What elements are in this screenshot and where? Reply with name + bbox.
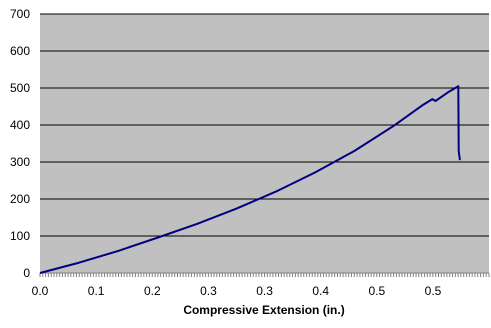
x-tick-label: 0.4 <box>312 284 329 298</box>
x-tick-label: 0.3 <box>200 284 217 298</box>
y-tick-label: 0 <box>23 266 30 280</box>
y-tick-label: 300 <box>10 155 30 169</box>
series-layer <box>39 85 461 274</box>
y-tick-label: 400 <box>10 118 30 132</box>
x-axis-ticks <box>39 272 490 277</box>
x-tick-label: 0.1 <box>88 284 105 298</box>
x-tick-label: 0.0 <box>32 284 49 298</box>
y-tick-label: 600 <box>10 44 30 58</box>
y-tick-label: 700 <box>10 7 30 21</box>
y-tick-label: 200 <box>10 192 30 206</box>
gridlines <box>40 13 489 237</box>
x-axis-tick-labels: 0.0 0.1 0.2 0.3 0.3 0.4 0.5 0.5 <box>32 284 442 298</box>
x-tick-label: 0.5 <box>369 284 386 298</box>
x-axis-title: Compressive Extension (in.) <box>183 303 344 317</box>
plot-area <box>40 14 489 273</box>
x-tick-label: 0.3 <box>256 284 273 298</box>
y-tick-label: 100 <box>10 229 30 243</box>
series-line <box>39 85 461 274</box>
x-tick-label: 0.5 <box>425 284 442 298</box>
y-tick-label: 500 <box>10 81 30 95</box>
y-axis-tick-labels: 0 100 200 300 400 500 600 700 <box>10 7 30 280</box>
x-tick-label: 0.2 <box>144 284 161 298</box>
